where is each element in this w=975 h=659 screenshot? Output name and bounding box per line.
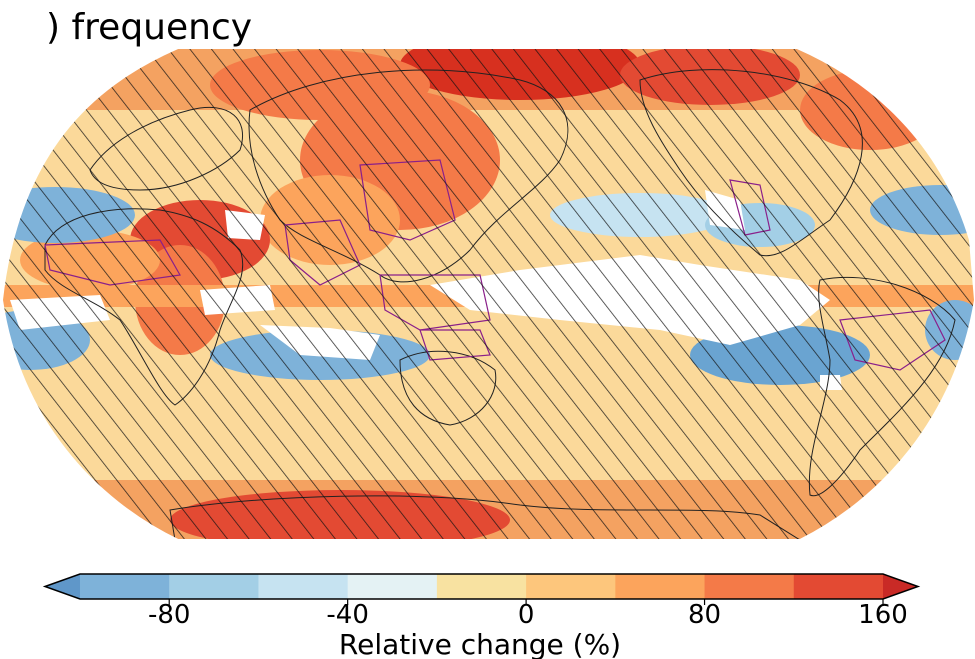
significance-hatching bbox=[2, 48, 975, 540]
colorbar-segment-9 bbox=[793, 574, 884, 599]
colorbar-tick-label: -80 bbox=[148, 600, 190, 630]
colorbar-segment-6 bbox=[526, 574, 616, 599]
colorbar-ticks: -80-40080160280 bbox=[148, 599, 908, 630]
colorbar-tick-label: 160 bbox=[858, 600, 908, 630]
colorbar-segment-5 bbox=[436, 574, 527, 599]
colorbar-segment-1 bbox=[80, 574, 170, 599]
map-border bbox=[0, 47, 975, 541]
colorbar-segment-4 bbox=[347, 574, 438, 599]
map bbox=[0, 47, 975, 541]
colorbar-segment-3 bbox=[258, 574, 349, 599]
colorbar-extend-min bbox=[45, 574, 80, 599]
colorbar-segments bbox=[45, 574, 918, 599]
colorbar-tick-label: 0 bbox=[518, 600, 535, 630]
panel-title: ) frequency bbox=[46, 7, 253, 48]
colorbar-segment-8 bbox=[704, 574, 795, 599]
colorbar-segment-7 bbox=[615, 574, 706, 599]
colorbar: -80-40080160280 Relative change (%) bbox=[42, 573, 921, 659]
colorbar-label: Relative change (%) bbox=[339, 628, 621, 659]
colorbar-segment-2 bbox=[169, 574, 259, 599]
colorbar-tick-label: -40 bbox=[326, 600, 368, 630]
colorbar-outline bbox=[42, 573, 921, 600]
colorbar-tick-label: 80 bbox=[688, 600, 721, 630]
colorbar-extend-max bbox=[883, 574, 918, 599]
